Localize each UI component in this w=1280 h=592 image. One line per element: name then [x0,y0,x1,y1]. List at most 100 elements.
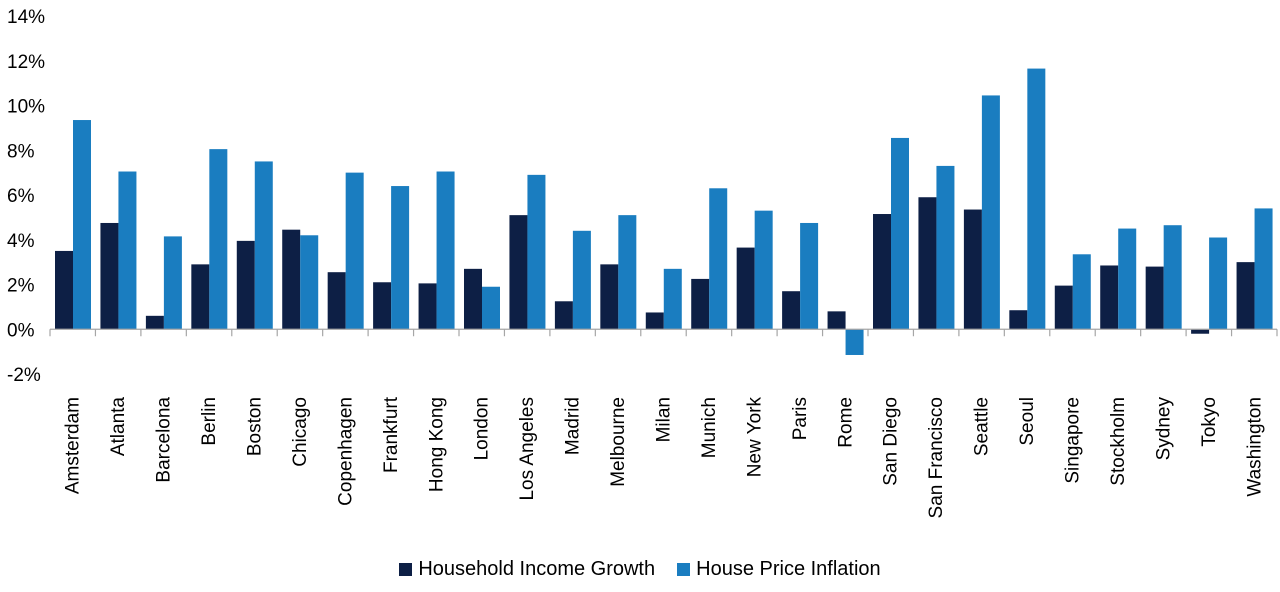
bar-household-income-growth-madrid [554,301,573,330]
x-tick-label-copenhagen: Copenhagen [335,397,356,506]
y-tick-label: 12% [7,52,45,73]
bar-house-price-inflation-tokyo [1209,237,1228,330]
bar-household-income-growth-singapore [1054,285,1073,330]
x-tick-label-barcelona: Barcelona [154,397,175,483]
y-tick-label: -2% [7,365,41,386]
bar-household-income-growth-seattle [963,209,982,330]
bar-household-income-growth-chicago [282,229,301,330]
y-tick-label: 14% [7,7,45,28]
bar-household-income-growth-frankfurt [373,282,392,330]
legend: Household Income Growth House Price Infl… [0,558,1280,581]
x-tick-label-chicago: Chicago [290,397,311,467]
bar-household-income-growth-berlin [191,264,210,330]
x-tick-label-boston: Boston [245,397,266,456]
bar-house-price-inflation-milan [663,268,682,330]
x-tick-label-london: London [472,397,493,460]
bar-household-income-growth-munich [691,278,710,330]
bar-house-price-inflation-new-york [754,210,773,330]
bar-house-price-inflation-amsterdam [73,120,91,330]
bar-house-price-inflation-hong-kong [436,171,455,330]
bar-house-price-inflation-seoul [1027,68,1046,330]
bars [55,68,1273,355]
bar-house-price-inflation-san-diego [891,137,909,330]
y-tick-label: 0% [7,320,35,341]
bar-household-income-growth-tokyo [1191,329,1210,334]
bar-household-income-growth-hong-kong [418,283,437,330]
bar-household-income-growth-barcelona [145,315,164,330]
bar-household-income-growth-rome [827,311,846,330]
x-tick-label-amsterdam: Amsterdam [63,397,84,494]
bar-household-income-growth-paris [782,291,801,330]
x-tick-label-munich: Munich [699,397,720,458]
bar-household-income-growth-los-angeles [509,215,528,330]
x-tick-label-singapore: Singapore [1063,397,1084,484]
legend-swatch-house-price-inflation [677,563,691,576]
x-tick-label-paris: Paris [790,397,811,440]
bar-household-income-growth-san-diego [873,214,891,330]
x-tick-label-seoul: Seoul [1017,397,1038,446]
y-tick-label: 4% [7,231,35,252]
x-tick-label-tokyo: Tokyo [1199,397,1220,447]
x-tick-label-stockholm: Stockholm [1108,397,1129,486]
bar-house-price-inflation-rome [845,329,864,355]
x-tick-label-hong-kong: Hong Kong [426,397,447,492]
bar-house-price-inflation-seattle [981,95,1000,330]
x-tick-label-washington: Washington [1244,397,1265,497]
bar-household-income-growth-san-francisco [918,197,937,330]
bar-household-income-growth-stockholm [1100,265,1119,330]
y-tick-label: 10% [7,97,45,118]
bar-house-price-inflation-boston [254,161,273,330]
bar-household-income-growth-seoul [1009,310,1028,330]
x-tick-label-frankfurt: Frankfurt [381,396,402,473]
bar-house-price-inflation-copenhagen [345,172,364,330]
bar-house-price-inflation-singapore [1072,254,1091,330]
bar-house-price-inflation-london [482,286,500,330]
y-tick-label: 2% [7,276,35,297]
bar-household-income-growth-london [464,268,482,330]
legend-label-house-price-inflation: House Price Inflation [696,558,881,580]
legend-item-house-price-inflation: House Price Inflation [677,558,881,581]
bar-household-income-growth-sydney [1145,266,1164,330]
bar-household-income-growth-milan [645,312,664,330]
x-tick-label-los-angeles: Los Angeles [517,397,538,501]
x-axis [49,328,1278,337]
y-tick-label: 8% [7,141,35,162]
bar-house-price-inflation-sydney [1163,225,1182,330]
bar-house-price-inflation-paris [800,222,819,330]
bar-house-price-inflation-los-angeles [527,174,546,330]
bar-house-price-inflation-berlin [209,149,228,330]
legend-label-household-income-growth: Household Income Growth [418,558,656,580]
x-tick-label-madrid: Madrid [563,397,584,455]
bar-household-income-growth-boston [236,240,255,330]
x-axis-category-labels: Amsterdam Atlanta Barcelona Berlin Boston Chi… [63,396,1266,518]
x-tick-label-atlanta: Atlanta [108,397,129,457]
y-tick-label: 6% [7,186,35,207]
bar-household-income-growth-copenhagen [327,272,346,330]
x-tick-label-berlin: Berlin [199,397,220,446]
bar-house-price-inflation-barcelona [163,236,182,330]
y-axis-tick-labels: -2% 0% 2% 4% 6% 8% 10% 12% 14% [7,7,45,386]
bar-household-income-growth-amsterdam [55,250,73,330]
bar-house-price-inflation-munich [709,188,728,330]
bar-house-price-inflation-atlanta [118,171,137,330]
x-tick-label-rome: Rome [835,397,856,448]
x-tick-label-seattle: Seattle [972,397,993,456]
bar-household-income-growth-new-york [736,247,755,330]
bar-house-price-inflation-chicago [300,235,319,330]
legend-item-household-income-growth: Household Income Growth [399,558,655,581]
bar-house-price-inflation-frankfurt [391,186,410,330]
bar-household-income-growth-washington [1236,262,1255,330]
bar-house-price-inflation-melbourne [618,215,637,330]
x-tick-label-new-york: New York [744,397,765,478]
bar-house-price-inflation-madrid [572,230,591,330]
x-tick-label-sydney: Sydney [1153,397,1174,461]
bar-household-income-growth-melbourne [600,264,619,330]
x-tick-label-san-francisco: San Francisco [926,397,947,518]
legend-swatch-household-income-growth [399,563,413,576]
x-tick-label-milan: Milan [654,397,675,442]
bar-household-income-growth-atlanta [100,222,119,330]
x-tick-label-melbourne: Melbourne [608,397,629,487]
bar-house-price-inflation-washington [1254,208,1273,330]
